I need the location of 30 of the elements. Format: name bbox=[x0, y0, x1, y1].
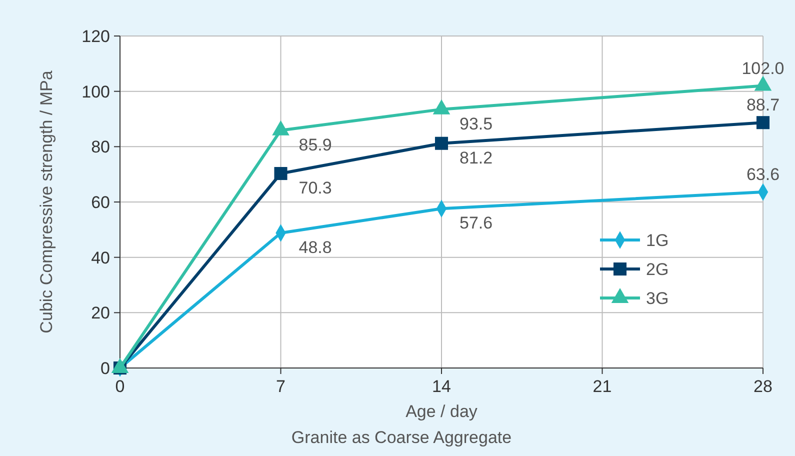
point bbox=[434, 136, 448, 150]
data-label: 63.6 bbox=[746, 165, 780, 184]
data-label: 57.6 bbox=[460, 214, 493, 233]
data-label: 48.8 bbox=[298, 238, 332, 257]
y-tick-label: 100 bbox=[82, 82, 110, 102]
x-tick-label: 14 bbox=[432, 377, 451, 396]
y-axis-title: Cubic Compressive strength / MPa bbox=[37, 70, 56, 334]
data-label: 81.2 bbox=[460, 148, 493, 168]
x-axis-title: Age / day bbox=[406, 402, 478, 421]
data-label: 102.0 bbox=[742, 58, 784, 78]
legend-label: 3G bbox=[646, 289, 669, 308]
data-label: 85.9 bbox=[298, 135, 332, 154]
y-tick-label: 120 bbox=[82, 27, 110, 46]
point bbox=[756, 116, 770, 130]
x-tick-label: 7 bbox=[276, 377, 286, 396]
y-tick-label: 80 bbox=[91, 138, 110, 157]
data-label: 88.7 bbox=[746, 96, 780, 115]
data-label: 70.3 bbox=[298, 178, 332, 198]
y-tick-label: 60 bbox=[91, 193, 110, 212]
x-tick-label: 0 bbox=[115, 377, 125, 396]
data-label: 93.5 bbox=[460, 114, 493, 134]
y-tick-label: 20 bbox=[91, 304, 110, 323]
legend-label: 1G bbox=[646, 231, 669, 250]
text: Granite as Coarse Aggregate bbox=[291, 428, 512, 447]
x-tick-label: 28 bbox=[754, 377, 772, 396]
y-tick-label: 0 bbox=[100, 359, 110, 378]
x-tick-label: 21 bbox=[592, 377, 612, 396]
point bbox=[274, 166, 288, 180]
y-tick-label: 40 bbox=[91, 248, 110, 268]
legend-label: 2G bbox=[646, 260, 669, 279]
